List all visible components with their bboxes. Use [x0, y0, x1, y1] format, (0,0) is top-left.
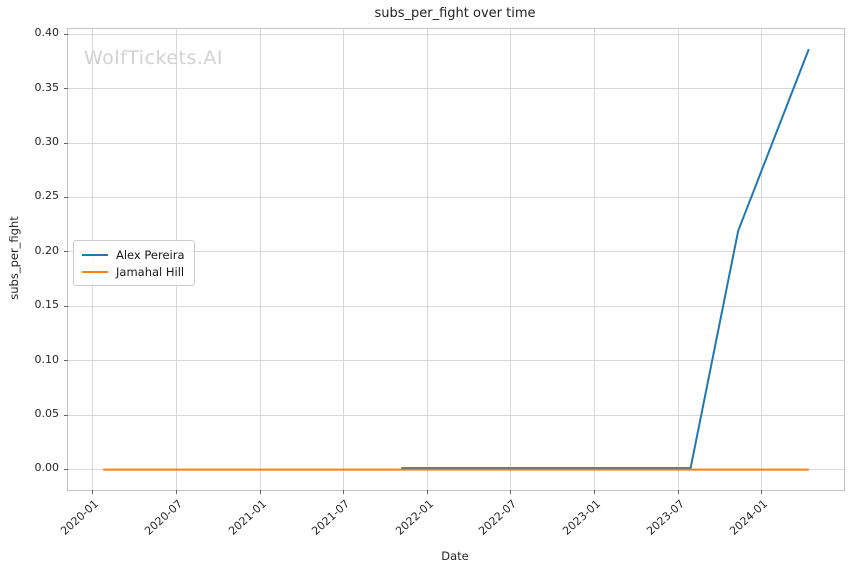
x-tick-label: 2021-01	[225, 497, 269, 538]
x-tick-label: 2023-07	[643, 497, 687, 538]
y-axis-label: subs_per_fight	[7, 216, 21, 300]
legend-item: Jamahal Hill	[82, 263, 185, 280]
series-line-alex-pereira	[401, 48, 810, 470]
legend-item-label: Jamahal Hill	[116, 264, 185, 279]
x-tick-label: 2022-01	[392, 497, 436, 538]
y-tick-label: 0.40	[34, 26, 60, 40]
y-tick-label: 0.30	[34, 135, 60, 148]
x-tick-label: 2022-07	[476, 497, 520, 538]
y-tick-label: 0.00	[34, 461, 60, 475]
y-tick-label: 0.35	[34, 80, 60, 94]
legend-item: Alex Pereira	[82, 246, 185, 263]
y-tick-label: 0.25	[34, 189, 60, 203]
x-axis-label: Date	[441, 549, 469, 563]
x-tick-label: 2020-07	[142, 497, 185, 538]
legend-line-swatch	[82, 270, 108, 273]
x-tick-label: 2024-01	[727, 497, 771, 538]
plot-area: WolfTickets.AI	[64, 28, 845, 494]
y-tick-label: 0.15	[34, 298, 60, 312]
x-tick-label: 2020-01	[58, 497, 102, 538]
legend-item-label: Alex Pereira	[116, 247, 185, 262]
legend: Alex Pereira Jamahal Hill	[73, 240, 195, 286]
y-tick-label: 0.05	[34, 407, 60, 421]
y-tick-label: 0.10	[34, 352, 60, 366]
y-tick-label: 0.20	[34, 243, 60, 257]
plot-canvas	[64, 29, 844, 494]
x-tick-label: 2023-01	[560, 497, 604, 538]
chart-title: subs_per_fight over time	[374, 6, 536, 21]
legend-line-swatch	[82, 253, 108, 256]
x-tick-label: 2021-07	[309, 497, 353, 538]
